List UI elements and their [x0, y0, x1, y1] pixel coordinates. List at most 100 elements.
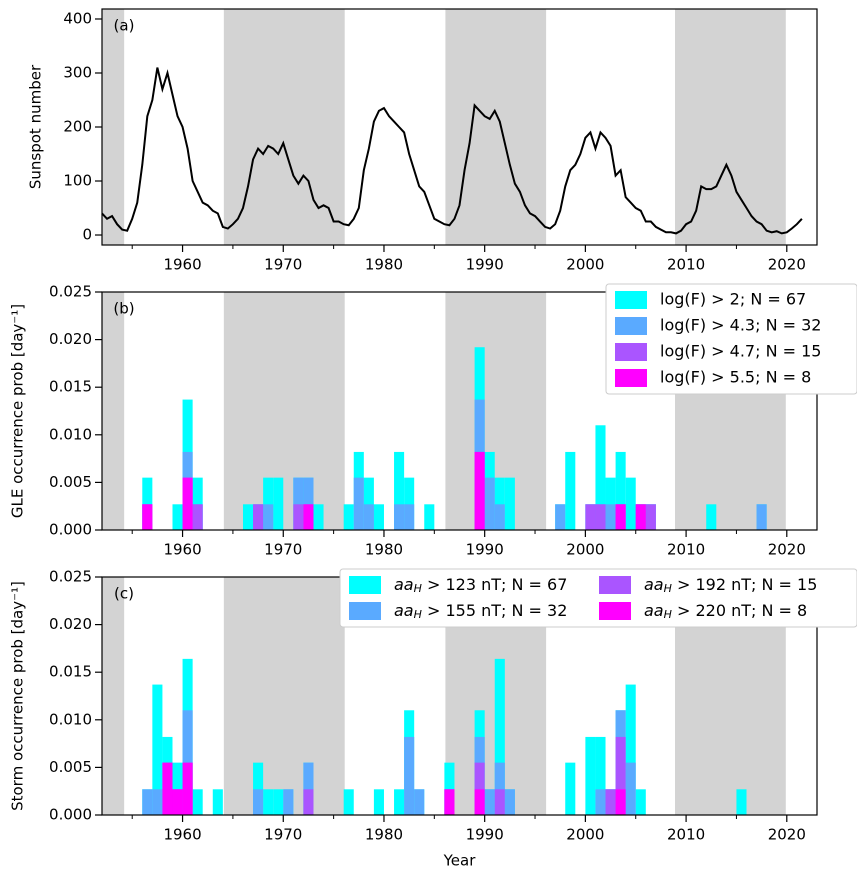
y-tick-label: 0.005	[49, 758, 92, 776]
histogram-bar	[404, 504, 415, 530]
histogram-bar	[182, 477, 193, 530]
histogram-bar	[595, 504, 606, 530]
sunspot-line	[101, 67, 803, 235]
histogram-bar	[595, 789, 606, 815]
histogram-bar	[162, 762, 173, 815]
histogram-bar	[504, 477, 515, 530]
legend-label: log(F) > 5.5; N = 8	[660, 368, 811, 387]
legend-swatch	[615, 369, 647, 387]
histogram-bar	[645, 504, 656, 530]
shaded-span	[675, 9, 786, 245]
histogram-bar	[313, 504, 324, 530]
legend: aaH > 123 nT; N = 67 aaH > 155 nT; N = 32…	[339, 568, 857, 628]
histogram-bar	[484, 477, 495, 530]
x-tick-label: 1960	[163, 541, 201, 559]
histogram-bar	[424, 504, 435, 530]
histogram-bar	[293, 477, 304, 530]
histogram-bar	[303, 789, 314, 815]
histogram-bar	[615, 451, 626, 530]
histogram-bar	[404, 477, 415, 530]
y-tick-label: 100	[63, 172, 92, 190]
histogram-bar	[363, 504, 374, 530]
histogram-bar	[303, 762, 314, 815]
histogram-bar	[263, 477, 274, 530]
histogram-bar	[635, 504, 646, 530]
histogram-bar	[253, 762, 264, 815]
panel-label: (a)	[114, 17, 135, 35]
histogram-bar	[615, 504, 626, 530]
histogram-bar	[303, 504, 314, 530]
histogram-bar	[192, 477, 203, 530]
histogram-bar	[494, 789, 505, 815]
histogram-bar	[414, 789, 425, 815]
histogram-bar	[172, 762, 183, 815]
histogram-bar	[343, 504, 354, 530]
histogram-bar	[283, 789, 294, 815]
histogram-bar	[303, 477, 314, 530]
x-tick-label: 2010	[667, 256, 705, 274]
axes-frame	[101, 291, 818, 531]
histogram-bar	[253, 789, 264, 815]
histogram-bar	[182, 762, 193, 815]
legend-box	[339, 568, 857, 628]
y-tick-label: 300	[63, 63, 92, 81]
histogram-bar	[605, 477, 616, 530]
legend-label: log(F) > 4.3; N = 32	[660, 316, 821, 335]
histogram-bar	[494, 762, 505, 815]
legend: log(F) > 2; N = 67 log(F) > 4.3; N = 32 lo…	[605, 283, 857, 395]
histogram-bar	[263, 504, 274, 530]
x-tick-label: 2010	[667, 541, 705, 559]
y-tick-label: 0	[82, 226, 92, 244]
histogram-bar	[444, 762, 455, 815]
histogram-bar	[605, 504, 616, 530]
y-tick-label: 0.005	[49, 473, 92, 491]
x-tick-label: 1960	[163, 826, 201, 844]
histogram-bar	[494, 658, 505, 815]
legend-label: log(F) > 4.7; N = 15	[660, 342, 821, 361]
legend-swatch	[349, 576, 381, 594]
shaded-span	[223, 577, 345, 815]
legend-label: log(F) > 2; N = 67	[660, 290, 806, 309]
x-tick-label: 1990	[466, 826, 504, 844]
shaded-span	[445, 9, 547, 245]
histogram-bar	[192, 504, 203, 530]
histogram-bar	[484, 789, 495, 815]
histogram-bar	[353, 477, 364, 530]
histogram-bar	[263, 789, 274, 815]
x-tick-label: 2000	[566, 541, 604, 559]
histogram-bar	[494, 504, 505, 530]
y-tick-label: 0.025	[49, 283, 92, 301]
histogram-bar	[444, 789, 455, 815]
y-axis-label: Storm occurrence prob [day⁻¹]	[9, 581, 27, 811]
histogram-bar	[565, 451, 576, 530]
x-tick-label: 1990	[466, 541, 504, 559]
legend-label: aaH > 192 nT; N = 15	[644, 575, 817, 596]
y-tick-label: 0.020	[49, 330, 92, 348]
histogram-bar	[152, 789, 163, 815]
histogram-bar	[504, 789, 515, 815]
histogram-bar	[192, 789, 203, 815]
histogram-bar	[172, 504, 183, 530]
histogram-bar	[635, 789, 646, 815]
y-tick-label: 0.010	[49, 710, 92, 728]
y-axis-label: GLE occurrence prob [day⁻¹]	[9, 304, 27, 518]
x-tick-label: 1980	[365, 256, 403, 274]
histogram-bar	[585, 736, 596, 815]
x-axis-label: Year	[443, 852, 477, 870]
histogram-bar	[625, 762, 636, 815]
histogram-bar	[736, 789, 747, 815]
y-tick-label: 0.025	[49, 568, 92, 586]
histogram-bar	[494, 477, 505, 530]
histogram-bar	[615, 789, 626, 815]
histogram-bar	[474, 451, 485, 530]
histogram-bar	[363, 477, 374, 530]
shaded-span	[102, 9, 125, 245]
histogram-bar	[293, 504, 304, 530]
legend-label: aaH > 123 nT; N = 67	[394, 575, 567, 596]
y-tick-label: 0.015	[49, 663, 92, 681]
histogram-bar	[212, 789, 223, 815]
histogram-bar	[474, 789, 485, 815]
histogram-bar	[605, 789, 616, 815]
histogram-bar	[273, 477, 284, 530]
histogram-bar	[615, 736, 626, 815]
